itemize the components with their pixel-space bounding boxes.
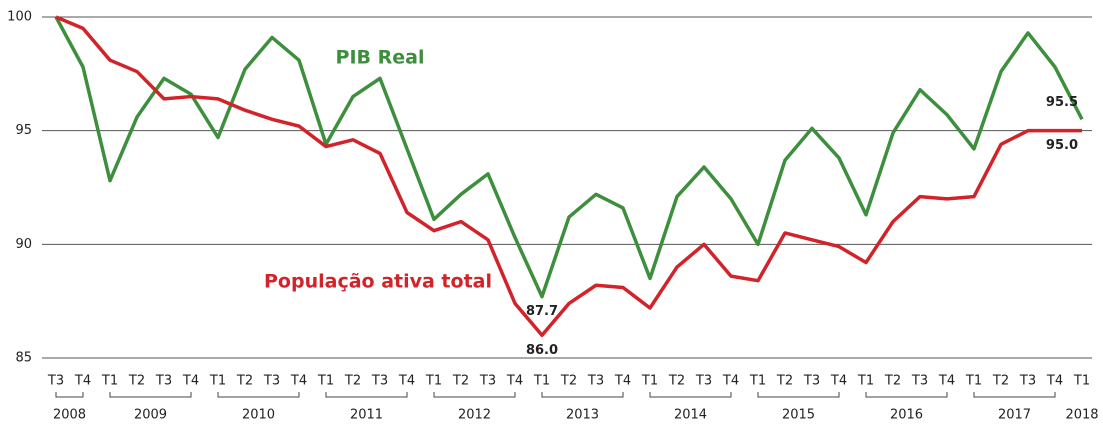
x-tick-label: T2	[344, 374, 361, 389]
year-bracket	[757, 392, 840, 398]
x-tick-label: T2	[236, 374, 253, 389]
year-bracket	[541, 392, 624, 398]
year-label: 2009	[134, 408, 167, 423]
year-label: 2010	[242, 408, 275, 423]
x-tick-label: T3	[263, 374, 280, 389]
x-tick-label: T4	[938, 374, 955, 389]
x-tick-label: T3	[803, 374, 820, 389]
x-tick-label: T4	[74, 374, 91, 389]
x-tick-label: T1	[1073, 374, 1090, 389]
x-tick-label: T1	[533, 374, 550, 389]
x-tick-label: T3	[587, 374, 604, 389]
x-tick-label: T1	[425, 374, 442, 389]
year-label: 2017	[998, 408, 1031, 423]
value-label: 87.7	[526, 304, 558, 319]
year-label: 2013	[566, 408, 599, 423]
x-tick-label: T2	[452, 374, 469, 389]
year-bracket	[217, 392, 300, 398]
value-label: 86.0	[526, 343, 558, 358]
year-label: 2012	[458, 408, 491, 423]
x-tick-label: T4	[1046, 374, 1063, 389]
x-tick-label: T3	[479, 374, 496, 389]
year-label: 2008	[53, 408, 86, 423]
series-line	[55, 15, 1082, 338]
x-tick-label: T3	[911, 374, 928, 389]
year-label: 2018	[1065, 408, 1098, 423]
y-tick-label: 85	[15, 351, 32, 366]
x-tick-label: T4	[398, 374, 415, 389]
y-tick-label: 95	[15, 123, 32, 138]
x-tick-label: T4	[830, 374, 847, 389]
year-bracket	[433, 392, 516, 398]
x-tick-label: T2	[884, 374, 901, 389]
x-tick-label: T2	[560, 374, 577, 389]
x-tick-label: T4	[614, 374, 631, 389]
x-tick-label: T4	[290, 374, 307, 389]
x-tick-label: T1	[209, 374, 226, 389]
value-label: 95.0	[1046, 138, 1078, 153]
year-bracket	[649, 392, 732, 398]
year-bracket	[973, 392, 1056, 398]
x-tick-label: T2	[776, 374, 793, 389]
series-name: População ativa total	[264, 271, 492, 293]
series-line	[54, 16, 1084, 299]
x-tick-label: T2	[128, 374, 145, 389]
x-tick-label: T2	[668, 374, 685, 389]
year-label: 2015	[782, 408, 815, 423]
x-tick-label: T4	[722, 374, 739, 389]
x-tick-label: T3	[371, 374, 388, 389]
y-tick-label: 90	[15, 237, 32, 252]
x-tick-label: T1	[965, 374, 982, 389]
value-label: 95.5	[1046, 95, 1078, 110]
x-tick-label: T3	[155, 374, 172, 389]
year-label: 2016	[890, 408, 923, 423]
x-tick-label: T1	[101, 374, 118, 389]
x-tick-label: T2	[992, 374, 1009, 389]
x-tick-label: T3	[695, 374, 712, 389]
year-bracket	[325, 392, 408, 398]
x-tick-label: T4	[506, 374, 523, 389]
x-tick-label: T3	[1019, 374, 1036, 389]
y-tick-label: 100	[7, 10, 32, 25]
x-tick-label: T1	[317, 374, 334, 389]
series-name: PIB Real	[336, 47, 425, 69]
x-tick-label: T3	[47, 374, 64, 389]
year-label: 2011	[350, 408, 383, 423]
year-bracket	[55, 392, 84, 398]
x-tick-label: T1	[857, 374, 874, 389]
x-tick-label: T1	[749, 374, 766, 389]
year-bracket	[109, 392, 192, 398]
x-tick-label: T1	[641, 374, 658, 389]
x-tick-label: T4	[182, 374, 199, 389]
year-label: 2014	[674, 408, 707, 423]
year-bracket	[865, 392, 948, 398]
